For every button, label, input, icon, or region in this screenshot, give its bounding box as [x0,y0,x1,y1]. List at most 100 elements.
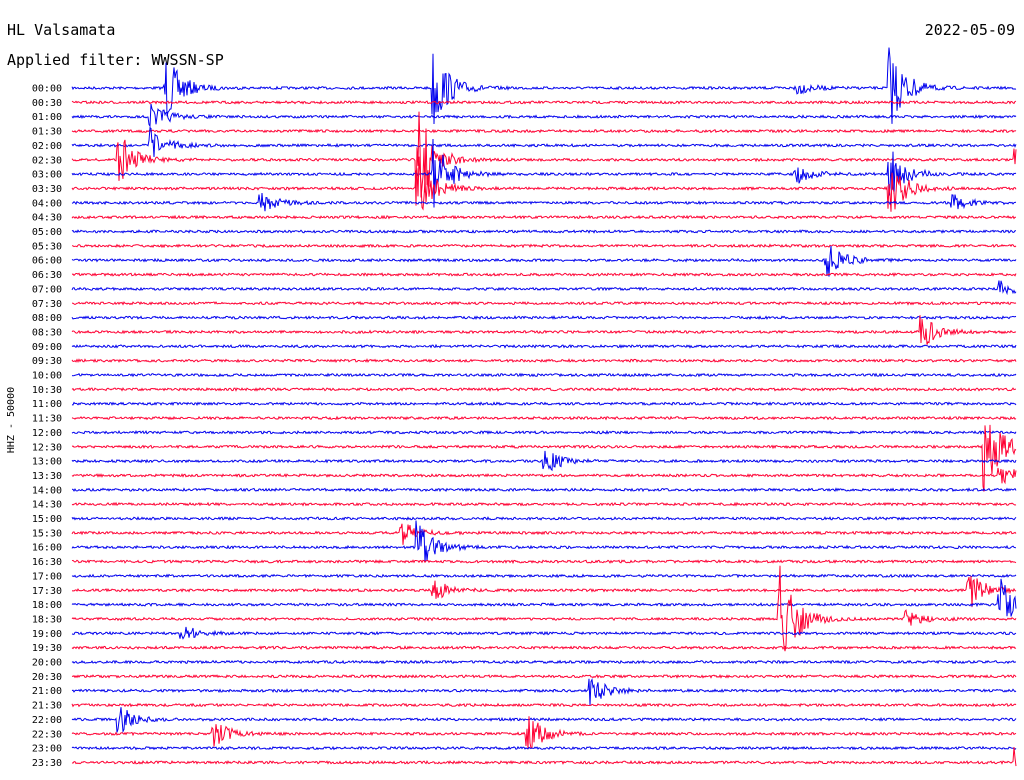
trace-time-label: 07:00 [32,284,62,295]
trace-time-label: 14:00 [32,485,62,496]
seismic-trace [71,358,1017,364]
date-label: 2022-05-09 [925,21,1015,39]
seismic-trace [71,214,1016,220]
trace-time-label: 00:00 [32,84,62,95]
trace-time-label: 04:00 [32,198,62,209]
y-axis-label: HHZ - 50000 [6,387,17,453]
trace-time-label: 01:00 [32,112,62,123]
trace-time-label: 18:30 [32,614,62,625]
trace-time-label: 10:30 [32,385,62,396]
trace-time-label: 20:30 [32,672,62,683]
seismic-trace [71,501,1017,507]
seismic-trace [71,424,1017,492]
trace-time-label: 21:00 [32,686,62,697]
trace-time-label: 19:00 [32,629,62,640]
trace-time-label: 15:30 [32,528,62,539]
seismic-trace [71,576,1017,608]
trace-time-label: 23:00 [32,744,62,755]
seismic-trace [71,103,1017,128]
seismic-trace [71,659,1016,665]
trace-time-label: 15:00 [32,514,62,525]
seismic-trace [71,47,1017,125]
trace-time-label: 10:00 [32,371,62,382]
seismic-trace [71,415,1017,421]
trace-time-label: 16:00 [32,543,62,554]
trace-time-label: 17:00 [32,571,62,582]
trace-time-label: 08:00 [32,313,62,324]
trace-time-label: 14:30 [32,500,62,511]
tick-label-group: 00:00 00:30 01:00 01:30 02:00 02:30 03:00 03:30… [32,84,62,769]
trace-time-label: 11:30 [32,414,62,425]
seismic-trace [71,138,1017,208]
trace-time-label: 05:30 [32,241,62,252]
seismic-trace [71,573,1017,579]
seismic-trace [71,229,1016,234]
trace-time-label: 16:30 [32,557,62,568]
trace-time-label: 21:30 [32,701,62,712]
seismic-trace [71,401,1017,407]
station-title: HL Valsamata [7,21,115,39]
seismic-trace [71,156,1017,212]
trace-time-label: 19:30 [32,643,62,654]
seismic-trace [71,520,1017,563]
seismic-trace [71,702,1017,708]
seismic-trace [71,429,1017,435]
trace-group [71,47,1017,767]
trace-time-label: 07:30 [32,299,62,310]
seismic-trace [71,126,1017,158]
seismic-trace [71,747,1017,767]
seismic-trace [71,645,1017,651]
trace-time-label: 23:30 [32,758,62,769]
trace-time-label: 13:30 [32,471,62,482]
trace-time-label: 03:00 [32,170,62,181]
seismic-trace [71,559,1017,565]
seismic-trace [71,450,1017,472]
trace-time-label: 22:30 [32,729,62,740]
trace-time-label: 12:00 [32,428,62,439]
seismic-trace [71,372,1017,378]
trace-time-label: 06:00 [32,256,62,267]
seismic-trace [71,467,1017,485]
trace-time-label: 12:30 [32,442,62,453]
seismic-trace [71,707,1017,734]
seismic-trace [71,280,1017,296]
seismic-trace [71,487,1017,493]
seismic-trace [71,386,1017,392]
seismic-trace [71,745,1017,751]
seismic-trace [71,245,1017,277]
seismic-trace [71,516,1017,521]
seismic-trace [71,315,1017,321]
seismic-trace [71,677,1017,706]
seismic-trace [71,111,1017,206]
seismic-trace [71,128,1017,134]
seismic-trace [71,99,1017,105]
trace-time-label: 00:30 [32,98,62,109]
seismic-trace [71,578,1017,617]
trace-time-label: 03:30 [32,184,62,195]
seismic-trace [71,565,1017,652]
seismic-trace [71,192,1017,212]
trace-time-label: 09:00 [32,342,62,353]
trace-time-label: 02:00 [32,141,62,152]
seismic-trace [71,716,1017,750]
trace-time-label: 05:00 [32,227,62,238]
trace-time-label: 01:30 [32,127,62,138]
trace-time-label: 04:30 [32,213,62,224]
seismic-trace [71,343,1017,349]
filter-label: Applied filter: WWSSN-SP [7,51,224,69]
trace-time-label: 20:00 [32,658,62,669]
seismic-trace [71,626,1017,640]
trace-time-label: 09:30 [32,356,62,367]
seismic-trace [71,243,1017,249]
trace-time-label: 13:00 [32,457,62,468]
seismic-trace [71,272,1017,278]
seismic-trace [71,315,1017,345]
trace-time-label: 02:30 [32,155,62,166]
seismic-trace [71,673,1017,679]
trace-time-label: 11:00 [32,399,62,410]
trace-time-label: 17:30 [32,586,62,597]
trace-time-label: 22:00 [32,715,62,726]
trace-time-label: 18:00 [32,600,62,611]
trace-time-label: 06:30 [32,270,62,281]
